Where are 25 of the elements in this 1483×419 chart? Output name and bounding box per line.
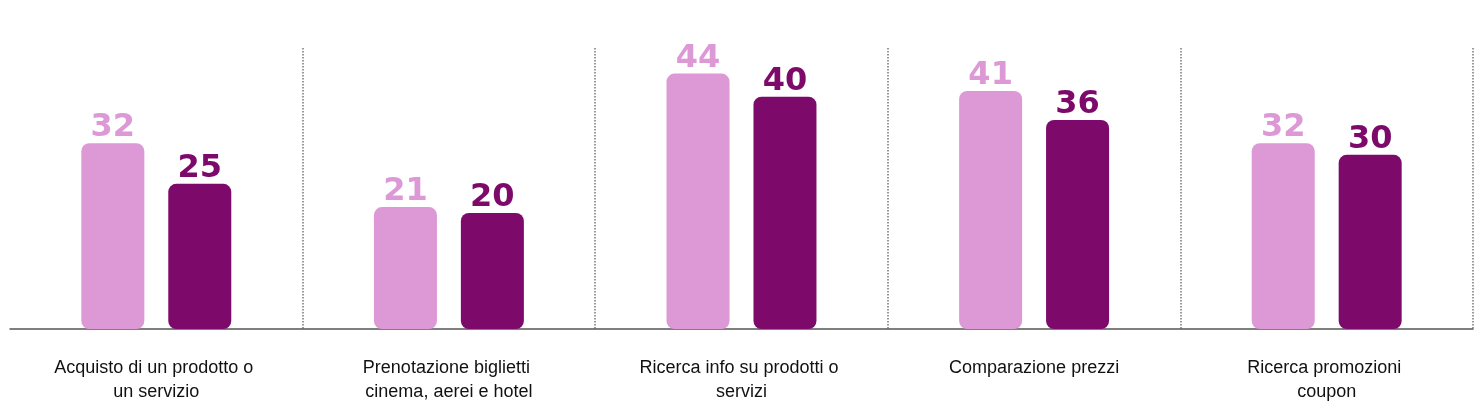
data-label: 36 bbox=[1055, 82, 1100, 121]
bar bbox=[81, 143, 145, 329]
data-label: 32 bbox=[90, 106, 136, 145]
bar bbox=[373, 207, 437, 329]
data-label: 20 bbox=[470, 175, 515, 214]
bar bbox=[1338, 154, 1402, 329]
data-label: 21 bbox=[383, 170, 428, 209]
bar bbox=[1251, 143, 1315, 329]
x-tick-label: Ricerca promozioni coupon bbox=[1247, 357, 1407, 401]
bar bbox=[460, 212, 524, 329]
data-label: 41 bbox=[968, 53, 1013, 92]
data-label: 32 bbox=[1260, 106, 1306, 145]
data-label: 25 bbox=[177, 146, 223, 185]
bar bbox=[168, 183, 232, 329]
data-label: 40 bbox=[762, 59, 808, 98]
data-label: 30 bbox=[1347, 117, 1393, 156]
x-tick-label: Prenotazione biglietti cinema, aerei e hotel bbox=[362, 357, 535, 401]
x-tick-label: Ricerca info su prodotti o servizi bbox=[639, 357, 844, 401]
x-tick-label: Acquisto di un prodotto o un servizio bbox=[54, 357, 259, 401]
data-label: 44 bbox=[675, 36, 721, 75]
bar bbox=[753, 96, 817, 329]
bar bbox=[666, 73, 730, 329]
bar bbox=[959, 90, 1023, 329]
x-tick-label: Comparazione prezzi bbox=[949, 357, 1120, 377]
bar bbox=[1046, 119, 1110, 329]
